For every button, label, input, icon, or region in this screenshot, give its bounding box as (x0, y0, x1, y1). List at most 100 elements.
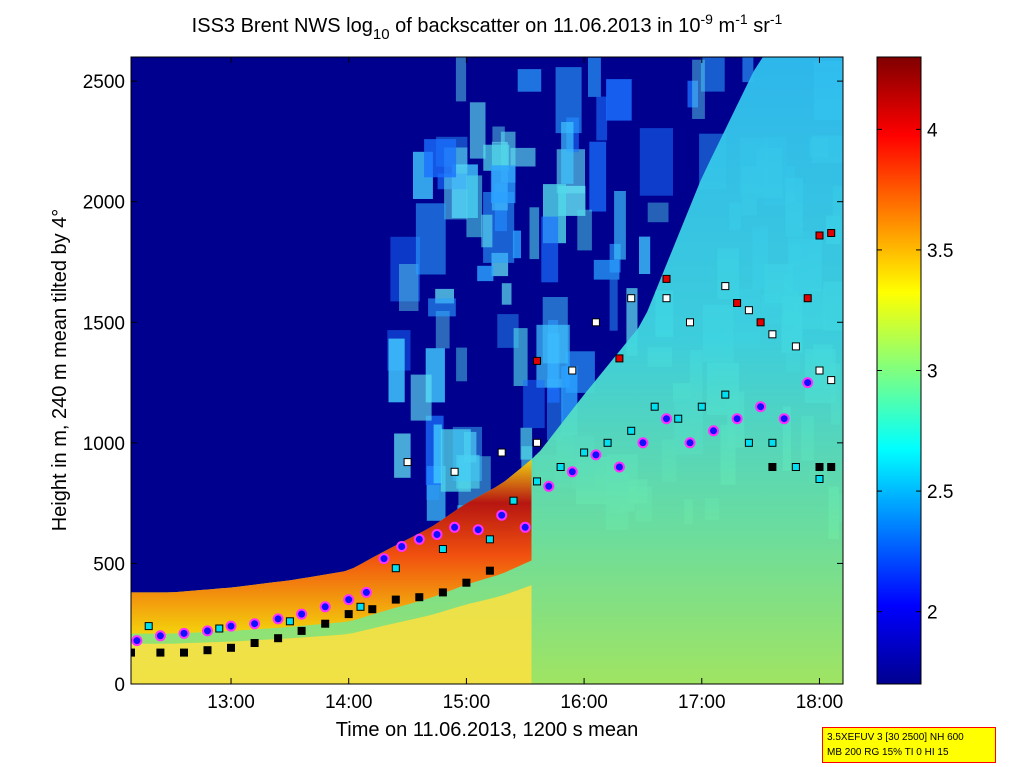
cloud-patch (541, 216, 559, 283)
y-axis-label: Height in m, 240 m mean tilted by 4° (49, 209, 71, 532)
cloud-patch (394, 433, 411, 478)
data-point-cyan-square (603, 438, 612, 447)
data-point-blue-circle-magenta-edge (613, 461, 625, 473)
data-point-cyan-square (674, 414, 683, 423)
x-tick-label: 13:00 (207, 692, 255, 713)
cloud-patch (614, 191, 626, 260)
data-point-black-square (391, 595, 400, 604)
colorbar-tick-label: 3.5 (927, 241, 953, 262)
data-point-white-square (497, 448, 506, 457)
data-point-cyan-square (697, 402, 706, 411)
cloud-patch (497, 314, 519, 348)
cloud-patch (466, 175, 483, 238)
data-point-blue-circle-magenta-edge (131, 635, 143, 647)
cloud-patch (517, 69, 542, 92)
info-box: 3.5XEFUV 3 [30 2500] NH 600 MB 200 RG 15… (822, 727, 996, 763)
data-point-cyan-square (650, 402, 659, 411)
data-point-blue-circle-magenta-edge (778, 413, 790, 425)
data-point-blue-circle-magenta-edge (431, 529, 443, 540)
data-point-black-square (156, 648, 165, 657)
data-point-white-square (791, 342, 800, 351)
cloud-patch (440, 429, 471, 492)
data-point-red-square (733, 299, 742, 307)
cloud-patch (455, 57, 467, 102)
data-point-white-square (533, 438, 541, 447)
data-point-cyan-square (533, 477, 541, 486)
cloud-patch (469, 102, 486, 159)
data-point-red-square (662, 274, 671, 283)
data-point-blue-circle-magenta-edge (154, 630, 166, 642)
cloud-patch (490, 165, 516, 204)
info-line-1: 3.5XEFUV 3 [30 2500] NH 600 (827, 732, 964, 743)
data-point-cyan-square (815, 475, 824, 483)
x-tick-label: 16:00 (560, 692, 608, 713)
cloud-patch (415, 203, 446, 275)
cloud-patch (428, 298, 456, 317)
chart-title: ISS3 Brent NWS log10 of backscatter on 1… (192, 11, 783, 43)
cloud-patch (700, 57, 725, 92)
cloud-patch (639, 128, 673, 196)
x-tick-label: 14:00 (325, 692, 373, 713)
x-axis-label: Time on 11.06.2013, 1200 s mean (336, 719, 638, 741)
data-point-cyan-square (580, 448, 589, 457)
surface-layer-fill (131, 585, 532, 684)
data-point-blue-circle-magenta-edge (637, 437, 649, 449)
data-point-blue-circle-magenta-edge (708, 425, 719, 437)
data-point-white-square (591, 318, 600, 327)
data-point-black-square (827, 463, 836, 471)
cloud-patch (510, 147, 536, 167)
cloud-patch (399, 264, 419, 311)
data-point-blue-circle-magenta-edge (360, 586, 372, 598)
data-point-blue-circle-magenta-edge (202, 625, 213, 637)
plot-frame (130, 56, 844, 685)
data-point-white-square (721, 282, 730, 291)
cloud-patch (742, 57, 754, 83)
data-point-black-square (250, 639, 259, 647)
data-point-cyan-square (768, 438, 777, 447)
cloud-patch (433, 424, 442, 484)
data-point-cyan-square (721, 390, 730, 399)
cloud-patch (626, 288, 638, 356)
x-tick-label: 18:00 (796, 692, 844, 713)
data-point-blue-circle-magenta-edge (755, 401, 767, 413)
colorbar-tick-label: 2 (927, 603, 938, 624)
data-point-blue-circle-magenta-edge (178, 627, 190, 639)
colorbar-tick-label: 3 (927, 362, 938, 383)
data-point-black-square (274, 634, 283, 643)
data-point-cyan-square (215, 624, 224, 633)
cloud-patch (390, 236, 420, 302)
data-point-blue-circle-magenta-edge (319, 601, 331, 613)
data-point-red-square (533, 356, 541, 365)
data-point-black-square (415, 593, 424, 602)
data-point-cyan-square (791, 463, 800, 471)
cloud-patch (596, 96, 608, 141)
data-point-red-square (803, 294, 812, 303)
marker-layer (131, 229, 836, 657)
colorbar-tick-label: 2.5 (927, 482, 953, 503)
x-tick-label: 15:00 (443, 692, 491, 713)
mixed-layer-fill (131, 57, 843, 684)
cloud-patch (593, 259, 620, 280)
cloud-patch (529, 207, 540, 260)
colorbar-axis: 2 2.5 3 3.5 4 (877, 120, 953, 624)
data-point-cyan-square (144, 622, 153, 631)
data-point-black-square (485, 566, 494, 575)
data-point-blue-circle-magenta-edge (449, 521, 461, 533)
data-point-black-square (297, 626, 306, 635)
data-point-black-square (368, 605, 377, 614)
data-point-cyan-square (285, 617, 294, 626)
cloud-patch (501, 283, 512, 305)
entrainment-band (131, 459, 532, 634)
y-tick-label: 500 (93, 554, 125, 575)
y-tick-label: 2000 (83, 193, 125, 214)
data-point-cyan-square (556, 463, 565, 471)
data-point-white-square (768, 330, 777, 339)
data-point-cyan-square (438, 545, 447, 553)
plot-area (131, 57, 843, 684)
data-point-blue-circle-magenta-edge (249, 618, 261, 630)
cloud-patch (542, 297, 568, 364)
cloud-patch (589, 141, 607, 212)
colorbar-tick-label: 4 (927, 120, 938, 141)
data-point-blue-circle-magenta-edge (731, 413, 743, 425)
data-point-cyan-square (356, 602, 365, 611)
